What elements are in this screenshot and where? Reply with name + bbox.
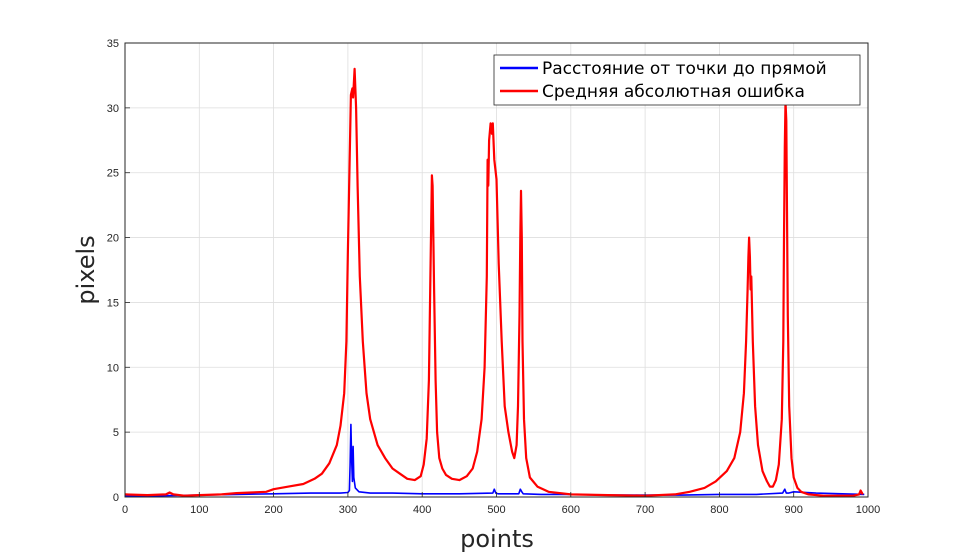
legend-label-distance: Расстояние от точки до прямой — [542, 59, 827, 79]
y-axis-label: pixels — [72, 235, 100, 304]
x-tick-label: 700 — [636, 504, 654, 516]
x-tick-label: 500 — [487, 504, 505, 516]
series-line-mae — [124, 67, 864, 497]
y-tick-label: 10 — [107, 362, 119, 374]
x-tick-label: 100 — [190, 504, 208, 516]
x-tick-label: 200 — [264, 504, 282, 516]
x-axis-label: points — [460, 525, 534, 553]
x-ticks: 0 100 200 300 400 500 600 700 800 900 1000 — [122, 492, 880, 516]
x-tick-label: 900 — [785, 504, 803, 516]
y-tick-label: 0 — [113, 492, 119, 504]
legend: Расстояние от точки до прямой Средняя аб… — [493, 54, 861, 106]
legend-box — [493, 54, 861, 106]
x-tick-label: 1000 — [856, 504, 880, 516]
y-tick-label: 25 — [107, 168, 119, 180]
x-tick-label: 600 — [562, 504, 580, 516]
y-tick-label: 20 — [107, 233, 119, 245]
y-tick-label: 30 — [107, 103, 119, 115]
x-tick-label: 800 — [710, 504, 728, 516]
y-tick-label: 35 — [107, 38, 119, 50]
legend-label-mae: Средняя абсолютная ошибка — [542, 82, 805, 102]
y-tick-label: 15 — [107, 297, 119, 309]
y-ticks: 0 5 10 15 20 25 30 35 — [107, 38, 130, 504]
x-tick-label: 300 — [339, 504, 357, 516]
x-tick-label: 400 — [413, 504, 431, 516]
x-tick-label: 0 — [122, 504, 128, 516]
y-tick-label: 5 — [113, 427, 119, 439]
